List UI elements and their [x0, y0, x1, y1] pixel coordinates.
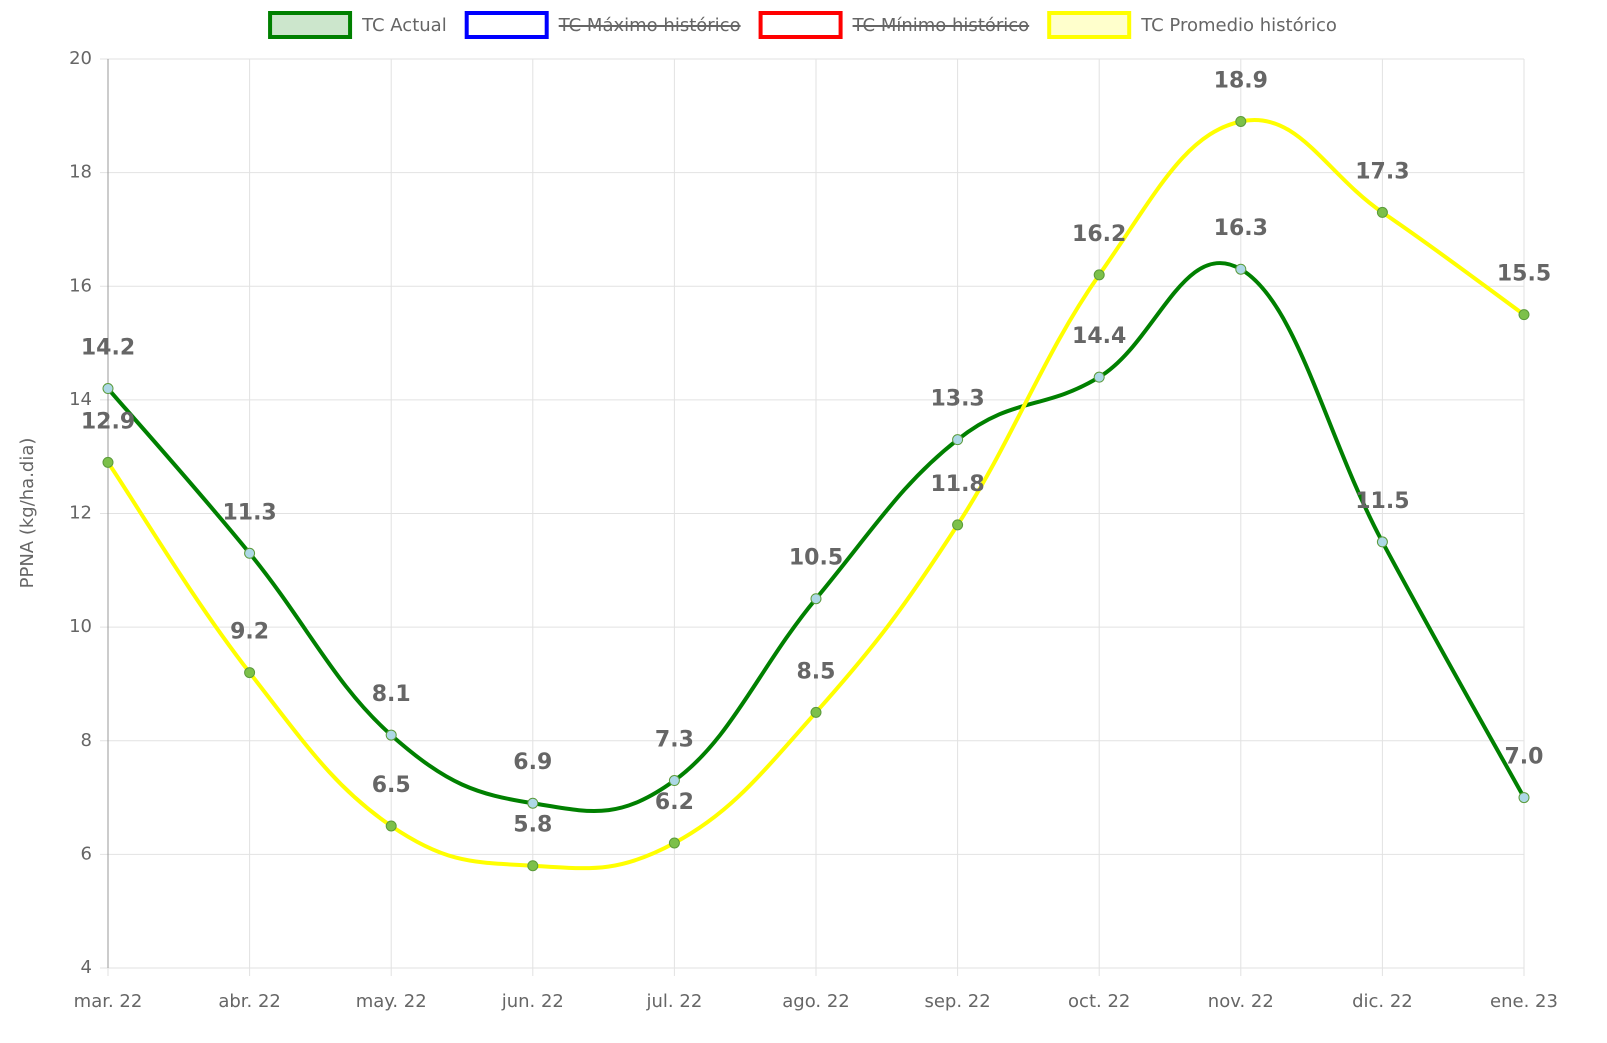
- data-label: 12.9: [81, 409, 135, 434]
- y-tick-label: 14: [69, 389, 92, 410]
- data-point: [102, 383, 114, 395]
- data-point: [1376, 206, 1388, 218]
- data-label: 9.2: [230, 620, 269, 645]
- data-point: [244, 667, 256, 679]
- data-point: [952, 434, 964, 446]
- y-tick-label: 18: [69, 162, 92, 183]
- data-point: [1518, 309, 1530, 321]
- data-point: [1235, 115, 1247, 127]
- data-label: 5.8: [513, 813, 552, 838]
- series-line: [106, 117, 1526, 871]
- data-label: 6.5: [372, 773, 411, 798]
- data-point: [1093, 269, 1105, 281]
- legend-label: TC Actual: [361, 15, 447, 36]
- x-tick-label: ene. 23: [1490, 991, 1558, 1012]
- data-label: 11.5: [1355, 489, 1409, 514]
- data-label: 10.5: [789, 546, 843, 571]
- data-point: [385, 820, 397, 832]
- y-tick-label: 10: [69, 616, 92, 637]
- x-tick-label: abr. 22: [218, 991, 281, 1012]
- data-point: [1093, 371, 1105, 383]
- data-point: [952, 519, 964, 531]
- data-label: 11.3: [222, 500, 276, 525]
- x-tick-label: ago. 22: [782, 991, 850, 1012]
- data-point: [527, 860, 539, 872]
- data-label: 18.9: [1214, 68, 1268, 93]
- x-tick-label: dic. 22: [1352, 991, 1413, 1012]
- series-line: [106, 260, 1526, 813]
- x-tick-label: sep. 22: [924, 991, 990, 1012]
- data-label: 15.5: [1497, 262, 1551, 287]
- legend-swatch: [464, 11, 549, 39]
- data-label: 14.4: [1072, 324, 1126, 349]
- data-label: 7.0: [1505, 745, 1544, 770]
- data-point: [1518, 792, 1530, 804]
- y-tick-label: 12: [69, 503, 92, 524]
- data-label: 17.3: [1355, 159, 1409, 184]
- data-label: 11.8: [930, 472, 984, 497]
- data-label: 16.3: [1214, 216, 1268, 241]
- data-point: [810, 593, 822, 605]
- data-point: [244, 547, 256, 559]
- data-point: [1376, 536, 1388, 548]
- data-label: 6.2: [655, 790, 694, 815]
- data-label: 7.3: [655, 728, 694, 753]
- legend: TC Actual TC Máximo histórico TC Mínimo hi…: [268, 11, 1337, 39]
- legend-label: TC Promedio histórico: [1140, 15, 1337, 36]
- data-point: [668, 775, 680, 787]
- x-tick-label: oct. 22: [1068, 991, 1130, 1012]
- x-tick-label: nov. 22: [1208, 991, 1274, 1012]
- data-label: 6.9: [513, 750, 552, 775]
- y-tick-label: 16: [69, 275, 92, 296]
- y-tick-label: 4: [81, 957, 92, 978]
- data-point: [102, 456, 114, 468]
- y-tick-label: 6: [81, 843, 92, 864]
- data-label: 13.3: [930, 387, 984, 412]
- y-axis-label: PPNA (kg/ha.dia): [17, 438, 38, 589]
- x-tick-label: jun. 22: [501, 991, 564, 1012]
- data-point: [1235, 263, 1247, 275]
- x-tick-label: jul. 22: [646, 991, 703, 1012]
- data-label: 8.5: [797, 659, 836, 684]
- y-tick-label: 8: [81, 730, 92, 751]
- y-tick-label: 20: [69, 48, 92, 69]
- data-label: 8.1: [372, 682, 411, 707]
- data-label: 16.2: [1072, 222, 1126, 247]
- legend-swatch: [1047, 11, 1132, 39]
- data-point: [385, 729, 397, 741]
- data-point: [527, 797, 539, 809]
- data-label: 14.2: [81, 336, 135, 361]
- legend-swatch: [268, 11, 353, 39]
- x-tick-label: mar. 22: [74, 991, 143, 1012]
- legend-swatch: [758, 11, 843, 39]
- data-point: [668, 837, 680, 849]
- data-point: [810, 706, 822, 718]
- x-tick-label: may. 22: [356, 991, 427, 1012]
